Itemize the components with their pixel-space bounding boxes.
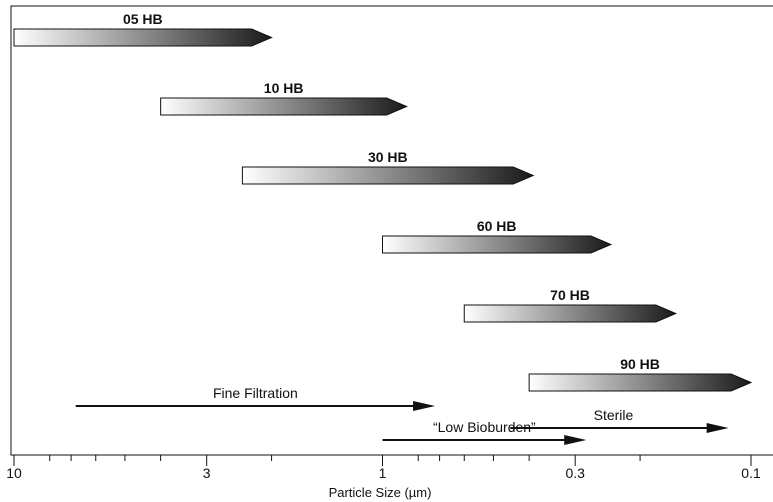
tick-label: 1	[379, 465, 387, 481]
tick-label: 0.1	[741, 465, 761, 481]
arrow-label: Fine Filtration	[213, 385, 298, 401]
range-arrows: Fine Filtration “Low Bioburden” Sterile	[75, 385, 729, 445]
x-axis-title: Particle Size (µm)	[329, 485, 432, 500]
range-bar-label: 10 HB	[264, 80, 304, 96]
arrow-head	[564, 435, 587, 445]
range-bar-70-hb	[463, 304, 678, 323]
range-bar-60-hb	[382, 235, 613, 254]
range-bar-90-hb	[528, 373, 753, 392]
range-bar-label: 30 HB	[368, 149, 408, 165]
range-bars: 05 HB 10 HB 30 HB 60 HB 70 HB 90 HB	[13, 11, 753, 392]
range-bar-10-hb	[160, 97, 408, 116]
arrow-head	[413, 401, 436, 411]
range-bar-30-hb	[241, 166, 535, 185]
arrow-label: “Low Bioburden”	[433, 419, 536, 435]
range-bar-label: 05 HB	[123, 11, 163, 27]
plot-frame	[10, 5, 773, 456]
tick-label: 3	[203, 465, 211, 481]
range-bar-label: 70 HB	[550, 287, 590, 303]
tick-label: 0.3	[565, 465, 585, 481]
range-bar-05-hb	[13, 28, 273, 47]
arrow-head	[706, 423, 729, 433]
range-bar-label: 90 HB	[620, 356, 660, 372]
range-bar-label: 60 HB	[477, 218, 517, 234]
arrow-label: Sterile	[594, 407, 634, 423]
tick-label: 10	[6, 465, 22, 481]
x-axis: 10 3 1 0.3 0.1	[6, 455, 761, 481]
